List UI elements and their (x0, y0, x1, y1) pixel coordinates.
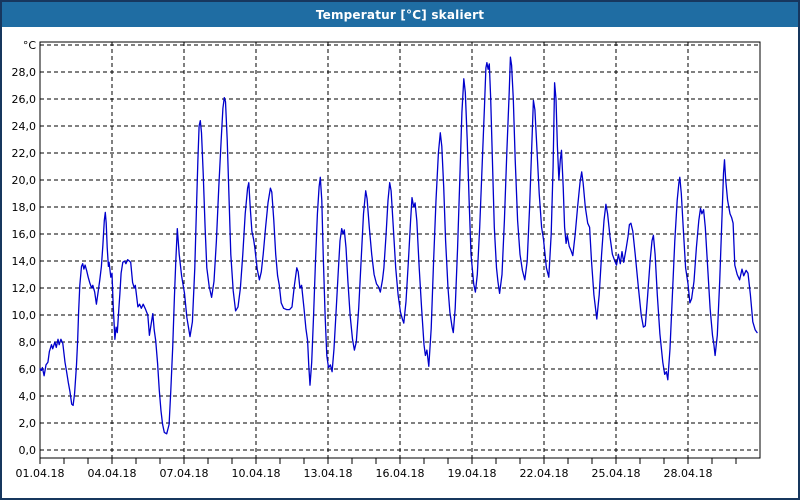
chart-title-bar: Temperatur [°C] skaliert (2, 2, 798, 27)
x-tick-label: 25.04.18 (592, 467, 641, 480)
y-tick-label: 14,0 (12, 255, 37, 268)
chart-title: Temperatur [°C] skaliert (315, 7, 485, 22)
y-tick-label: 20,0 (12, 174, 37, 187)
y-tick-label: 10,0 (12, 309, 37, 322)
y-tick-label: 4,0 (19, 390, 37, 403)
chart-area: °C 28,0 26,0 24,0 22,0 20,0 18,0 16,0 14,0 12,0 10… (2, 27, 798, 498)
x-tick-label: 28.04.18 (664, 467, 713, 480)
y-tick-label: 16,0 (12, 228, 37, 241)
x-tick-label: 22.04.18 (520, 467, 569, 480)
y-tick-label: 6,0 (19, 363, 37, 376)
temperature-line (39, 56, 758, 435)
y-tick-label: 8,0 (19, 336, 37, 349)
chart-svg: °C 28,0 26,0 24,0 22,0 20,0 18,0 16,0 14,0 12,0 10… (12, 39, 761, 480)
y-tick-label: 22,0 (12, 147, 37, 160)
x-tick-label: 01.04.18 (16, 467, 65, 480)
x-tick-label: 16.04.18 (376, 467, 425, 480)
y-tick-label: 18,0 (12, 201, 37, 214)
y-tick-label: 0,0 (19, 444, 37, 457)
x-tick-label: 13.04.18 (304, 467, 353, 480)
y-tick-label: 26,0 (12, 93, 37, 106)
x-tick-label: 04.04.18 (88, 467, 137, 480)
y-tick-label: 24,0 (12, 120, 37, 133)
y-tick-label: 12,0 (12, 282, 37, 295)
y-axis-unit-label: °C (23, 39, 37, 52)
x-tick-label: 10.04.18 (232, 467, 281, 480)
x-tick-label: 19.04.18 (448, 467, 497, 480)
y-tick-label: 2,0 (19, 417, 37, 430)
x-tick-label: 07.04.18 (160, 467, 209, 480)
y-tick-label: 28,0 (12, 66, 37, 79)
